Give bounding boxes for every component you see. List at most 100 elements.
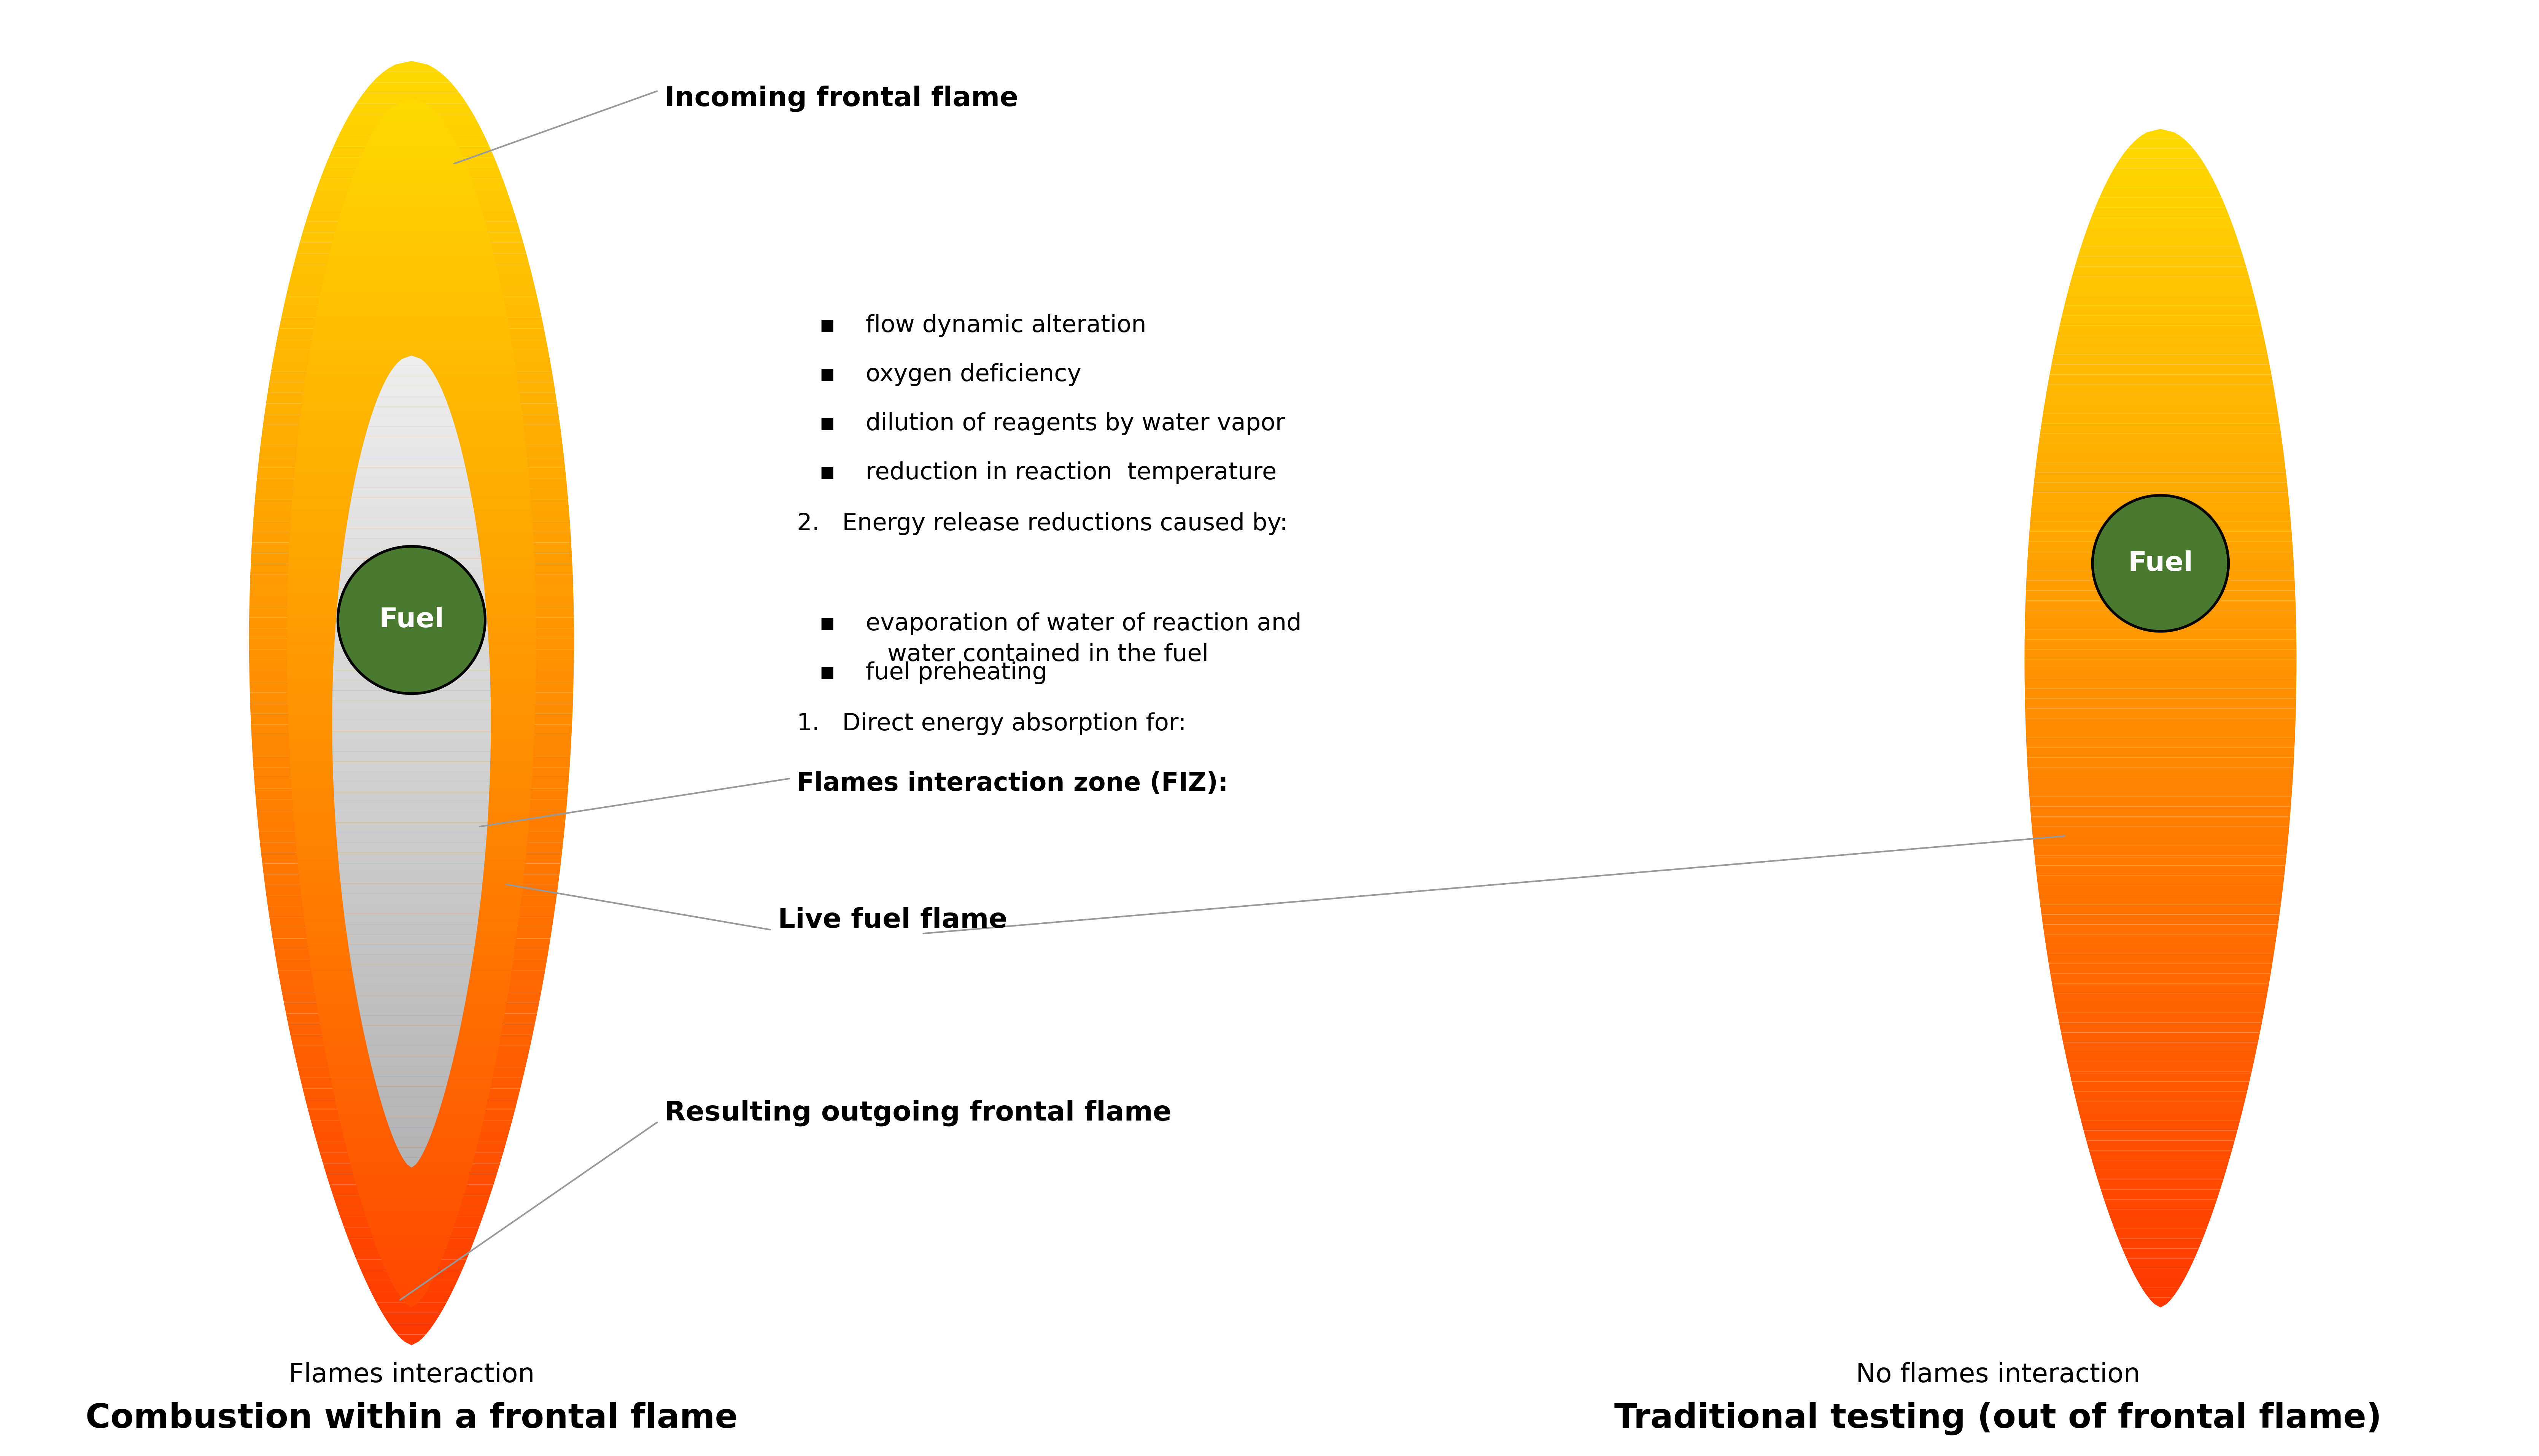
Polygon shape (376, 1303, 447, 1313)
Polygon shape (2069, 1072, 2252, 1082)
Polygon shape (2044, 395, 2277, 403)
Text: Combustion within a frontal flame: Combustion within a frontal flame (86, 1402, 739, 1436)
Polygon shape (2029, 542, 2293, 552)
Polygon shape (378, 1096, 444, 1107)
Polygon shape (2059, 1022, 2262, 1032)
Text: Flames interaction: Flames interaction (289, 1363, 533, 1388)
Polygon shape (376, 396, 449, 406)
Polygon shape (383, 376, 439, 386)
Polygon shape (2095, 1171, 2227, 1179)
Polygon shape (302, 1088, 520, 1099)
Polygon shape (295, 462, 528, 473)
Polygon shape (289, 763, 533, 776)
Polygon shape (2069, 277, 2252, 285)
Polygon shape (254, 789, 569, 799)
Polygon shape (317, 1142, 505, 1153)
Polygon shape (2039, 895, 2283, 904)
Polygon shape (335, 220, 487, 232)
Polygon shape (264, 414, 561, 425)
Polygon shape (2085, 1131, 2237, 1140)
Polygon shape (378, 111, 444, 122)
Polygon shape (262, 425, 561, 435)
Polygon shape (325, 1054, 498, 1066)
Circle shape (338, 546, 485, 693)
Polygon shape (335, 812, 487, 823)
Polygon shape (307, 352, 515, 364)
Polygon shape (277, 329, 546, 339)
Polygon shape (312, 970, 513, 981)
Polygon shape (388, 99, 434, 111)
Polygon shape (254, 511, 569, 521)
Polygon shape (256, 799, 566, 810)
Polygon shape (2026, 728, 2295, 738)
Text: Flames interaction zone (FIZ):: Flames interaction zone (FIZ): (797, 772, 1229, 796)
Polygon shape (2046, 384, 2275, 395)
Polygon shape (289, 558, 536, 571)
Polygon shape (310, 199, 513, 211)
Polygon shape (305, 377, 518, 389)
Polygon shape (333, 670, 490, 680)
Polygon shape (338, 1206, 487, 1217)
Polygon shape (343, 195, 480, 208)
Polygon shape (297, 860, 526, 872)
Polygon shape (2039, 424, 2280, 434)
Polygon shape (295, 824, 528, 836)
Polygon shape (287, 678, 536, 692)
Polygon shape (2034, 836, 2288, 846)
Polygon shape (2029, 521, 2293, 531)
Polygon shape (297, 847, 526, 860)
Polygon shape (2031, 817, 2290, 826)
Polygon shape (287, 703, 536, 715)
Polygon shape (2046, 943, 2275, 954)
Polygon shape (333, 1091, 490, 1102)
Polygon shape (345, 518, 477, 529)
Polygon shape (259, 821, 566, 831)
Polygon shape (249, 649, 574, 660)
Polygon shape (2062, 1032, 2260, 1042)
Polygon shape (348, 945, 475, 955)
Polygon shape (2095, 198, 2227, 208)
Polygon shape (2026, 718, 2295, 728)
Polygon shape (282, 307, 541, 317)
Polygon shape (259, 842, 564, 853)
Polygon shape (249, 693, 574, 703)
Polygon shape (333, 232, 490, 243)
Polygon shape (249, 681, 574, 693)
Polygon shape (358, 1187, 467, 1198)
Polygon shape (368, 1056, 454, 1066)
Polygon shape (333, 1195, 490, 1206)
Polygon shape (371, 122, 452, 135)
Polygon shape (259, 831, 564, 842)
Polygon shape (267, 381, 556, 393)
Polygon shape (249, 607, 574, 617)
Polygon shape (350, 498, 472, 508)
Polygon shape (322, 1041, 500, 1054)
Polygon shape (361, 147, 465, 159)
Polygon shape (2049, 374, 2272, 384)
Polygon shape (343, 1139, 480, 1150)
Polygon shape (254, 767, 569, 778)
Polygon shape (251, 531, 571, 543)
Polygon shape (297, 425, 526, 437)
Polygon shape (300, 884, 523, 897)
Polygon shape (305, 920, 518, 933)
Polygon shape (267, 393, 556, 403)
Polygon shape (345, 925, 477, 935)
Polygon shape (2054, 993, 2267, 1003)
Polygon shape (254, 757, 571, 767)
Polygon shape (272, 927, 551, 939)
Polygon shape (2092, 208, 2229, 217)
Polygon shape (287, 1013, 538, 1024)
Polygon shape (335, 639, 490, 649)
Polygon shape (2115, 159, 2206, 169)
Polygon shape (333, 731, 490, 741)
Polygon shape (287, 285, 538, 297)
Polygon shape (2115, 1229, 2206, 1239)
Polygon shape (340, 884, 482, 894)
Polygon shape (373, 1076, 449, 1086)
Polygon shape (2024, 689, 2295, 699)
Polygon shape (2062, 306, 2260, 316)
Polygon shape (287, 655, 536, 667)
Polygon shape (254, 489, 569, 499)
Polygon shape (249, 617, 574, 628)
